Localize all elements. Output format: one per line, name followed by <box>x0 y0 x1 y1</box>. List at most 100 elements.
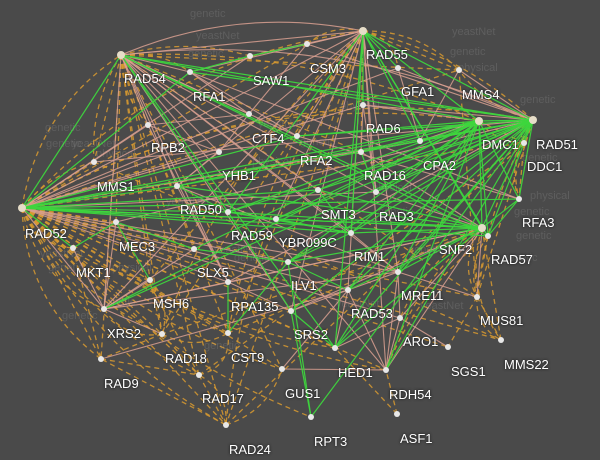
node-label-rfa2[interactable]: RFA2 <box>300 153 333 168</box>
node-mms4[interactable] <box>456 67 462 73</box>
node-rad6[interactable] <box>360 102 366 108</box>
node-label-srs2[interactable]: SRS2 <box>294 327 328 342</box>
node-rad59[interactable] <box>225 209 231 215</box>
node-rad57[interactable] <box>485 233 491 239</box>
node-label-rdh54[interactable]: RDH54 <box>389 387 432 402</box>
node-label-gfa1[interactable]: GFA1 <box>401 84 435 99</box>
node-label-cpa2[interactable]: CPA2 <box>423 158 456 173</box>
node-ilv1[interactable] <box>285 259 291 265</box>
node-rad52[interactable] <box>18 204 26 212</box>
node-rad55[interactable] <box>359 27 367 35</box>
node-label-rpt3[interactable]: RPT3 <box>314 434 348 449</box>
node-label-mms4[interactable]: MMS4 <box>462 87 500 102</box>
node-xrs2[interactable] <box>101 306 107 312</box>
node-label-rpb2[interactable]: RPB2 <box>151 140 185 155</box>
node-rfa2[interactable] <box>294 133 300 139</box>
node-rad16[interactable] <box>358 149 364 155</box>
node-srs2[interactable] <box>288 308 294 314</box>
node-label-mus81[interactable]: MUS81 <box>480 313 524 328</box>
node-msh6[interactable] <box>147 277 153 283</box>
node-label-rim1[interactable]: RIM1 <box>354 249 386 264</box>
node-label-rad57[interactable]: RAD57 <box>491 252 533 267</box>
node-rdh54[interactable] <box>383 367 389 373</box>
node-cpa2[interactable] <box>417 138 423 144</box>
node-rad17[interactable] <box>196 372 202 378</box>
node-label-gus1[interactable]: GUS1 <box>285 386 321 401</box>
node-label-asf1[interactable]: ASF1 <box>400 431 433 446</box>
node-rad50[interactable] <box>174 183 180 189</box>
node-rad53[interactable] <box>345 287 351 293</box>
node-rim1[interactable] <box>348 230 354 236</box>
node-saw1[interactable] <box>247 53 253 59</box>
node-label-smt3[interactable]: SMT3 <box>321 207 356 222</box>
node-mre11[interactable] <box>395 269 401 275</box>
node-label-slx5[interactable]: SLX5 <box>197 265 229 280</box>
node-ddc1[interactable] <box>521 140 527 146</box>
node-label-rad52[interactable]: RAD52 <box>25 226 67 241</box>
node-label-yhb1[interactable]: YHB1 <box>222 168 256 183</box>
node-label-rad53[interactable]: RAD53 <box>351 306 393 321</box>
node-rad24[interactable] <box>223 422 229 428</box>
node-rad51[interactable] <box>529 116 537 124</box>
node-label-aro1[interactable]: ARO1 <box>403 334 439 349</box>
node-label-rad6[interactable]: RAD6 <box>366 121 401 136</box>
node-label-rad3[interactable]: RAD3 <box>379 209 414 224</box>
node-mms22[interactable] <box>498 337 504 343</box>
node-mus81[interactable] <box>474 294 480 300</box>
node-asf1[interactable] <box>394 411 400 417</box>
node-label-rad54[interactable]: RAD54 <box>124 71 166 86</box>
node-label-rad50[interactable]: RAD50 <box>180 202 222 217</box>
node-mms1[interactable] <box>91 159 97 165</box>
node-rad3[interactable] <box>373 189 379 195</box>
node-snf2[interactable] <box>478 224 486 232</box>
node-label-saw1[interactable]: SAW1 <box>253 73 290 88</box>
node-label-mkt1[interactable]: MKT1 <box>76 265 111 280</box>
node-rad9[interactable] <box>98 356 104 362</box>
node-csm3[interactable] <box>304 41 310 47</box>
node-label-snf2[interactable]: SNF2 <box>439 242 473 257</box>
node-rad54[interactable] <box>117 51 125 59</box>
node-label-msh6[interactable]: MSH6 <box>153 296 190 311</box>
node-label-dmc1[interactable]: DMC1 <box>482 137 519 152</box>
node-rpa135[interactable] <box>225 279 231 285</box>
node-dmc1[interactable] <box>475 117 483 125</box>
node-sgs1[interactable] <box>445 344 451 350</box>
node-smt3[interactable] <box>315 187 321 193</box>
node-gfa1[interactable] <box>395 65 401 71</box>
node-label-mre11[interactable]: MRE11 <box>401 288 444 303</box>
node-label-rad24[interactable]: RAD24 <box>229 442 271 457</box>
node-label-ctf4[interactable]: CTF4 <box>252 131 285 146</box>
node-aro1[interactable] <box>397 315 403 321</box>
node-rpb2[interactable] <box>145 122 151 128</box>
node-hed1[interactable] <box>332 345 338 351</box>
node-label-cst9[interactable]: CST9 <box>231 350 265 365</box>
node-yhb1[interactable] <box>216 149 222 155</box>
node-ybr099c[interactable] <box>273 216 279 222</box>
node-label-rad18[interactable]: RAD18 <box>165 351 207 366</box>
node-mec3[interactable] <box>113 219 119 225</box>
node-label-rfa3[interactable]: RFA3 <box>522 215 555 230</box>
node-label-rfa1[interactable]: RFA1 <box>193 89 226 104</box>
node-label-rad9[interactable]: RAD9 <box>104 376 139 391</box>
node-ctf4[interactable] <box>246 111 252 117</box>
node-rpt3[interactable] <box>308 414 314 420</box>
node-rfa1[interactable] <box>187 69 193 75</box>
node-label-mms22[interactable]: MMS22 <box>504 357 549 372</box>
node-label-mec3[interactable]: MEC3 <box>119 239 156 254</box>
node-label-rad55[interactable]: RAD55 <box>366 47 408 62</box>
node-label-rad16[interactable]: RAD16 <box>364 168 406 183</box>
node-gus1[interactable] <box>279 366 285 372</box>
node-label-rad59[interactable]: RAD59 <box>231 228 273 243</box>
node-label-hed1[interactable]: HED1 <box>338 365 373 380</box>
node-cst9[interactable] <box>225 330 231 336</box>
node-label-csm3[interactable]: CSM3 <box>310 61 347 76</box>
node-label-rpa135[interactable]: RPA135 <box>231 299 279 314</box>
node-label-ddc1[interactable]: DDC1 <box>527 159 563 174</box>
node-label-mms1[interactable]: MMS1 <box>97 179 135 194</box>
node-label-xrs2[interactable]: XRS2 <box>107 326 141 341</box>
node-rfa3[interactable] <box>516 196 522 202</box>
node-label-ybr099c[interactable]: YBR099C <box>279 235 337 250</box>
node-rad18[interactable] <box>159 331 165 337</box>
node-label-sgs1[interactable]: SGS1 <box>451 364 486 379</box>
